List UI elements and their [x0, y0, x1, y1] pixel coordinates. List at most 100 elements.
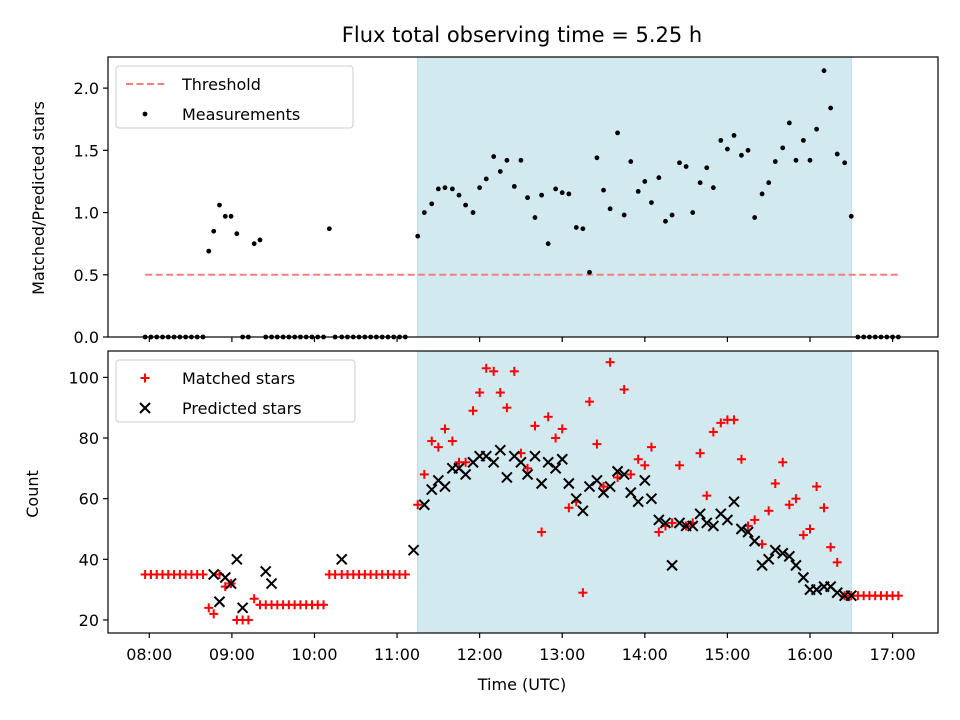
- measurements-point: [573, 225, 579, 230]
- matched-stars-point: [489, 366, 499, 376]
- measurements-point: [621, 212, 627, 218]
- x-stroke-b: [563, 477, 575, 490]
- predicted-stars-point: [777, 547, 789, 559]
- x-stroke-b: [625, 486, 637, 499]
- measurements-point: [814, 126, 819, 132]
- measurements-point: [725, 146, 730, 152]
- matched-stars-point: [716, 418, 726, 428]
- matched-stars-point: [481, 363, 491, 373]
- x-stroke-b: [508, 450, 521, 462]
- x-stroke-b: [762, 553, 775, 566]
- predicted-stars-point: [721, 514, 734, 526]
- x-stroke-b: [459, 468, 472, 481]
- matched-stars-point: [204, 603, 214, 613]
- matched-stars-point: [530, 421, 540, 431]
- x-stroke-b: [529, 450, 541, 462]
- measurements-point: [601, 187, 606, 193]
- x-stroke-b: [208, 568, 220, 581]
- measurements-point: [828, 105, 834, 111]
- x-stroke-b: [707, 520, 720, 532]
- x-stroke-b: [777, 547, 789, 559]
- predicted-stars-point: [790, 559, 802, 572]
- measurements-point: [442, 185, 448, 191]
- matched-stars-point: [249, 594, 259, 604]
- matched-stars-point: [523, 463, 533, 473]
- measurements-point: [251, 241, 257, 247]
- predicted-stars-point: [748, 535, 761, 547]
- x-stroke-b: [769, 544, 782, 556]
- measurements-point: [669, 212, 675, 218]
- predicted-stars-point: [659, 517, 672, 529]
- measurements-point: [539, 192, 544, 198]
- x-axis-label: Time (UTC): [477, 675, 566, 694]
- matched-stars-point: [654, 527, 664, 537]
- x-stroke-b: [632, 495, 644, 508]
- predicted-stars-point: [459, 468, 472, 481]
- x-tick-label: 11:00: [374, 645, 420, 664]
- predicted-stars-point: [845, 589, 857, 602]
- matched-stars-point: [433, 442, 443, 452]
- predicted-stars-point: [487, 456, 500, 468]
- predicted-stars-point: [632, 495, 644, 508]
- x-stroke-b: [831, 586, 843, 599]
- measurements-point: [532, 215, 538, 220]
- x-stroke-b: [336, 553, 348, 566]
- x-stroke-b: [810, 583, 823, 596]
- predicted-stars-point: [529, 450, 541, 462]
- x-stroke-b: [542, 456, 554, 468]
- matched-stars-point: [584, 397, 594, 407]
- predicted-stars-point: [701, 517, 713, 529]
- x-stroke-b: [748, 535, 761, 547]
- predicted-stars-point: [611, 465, 624, 478]
- predicted-stars-point: [494, 444, 506, 456]
- legend-predicted-swatch-b: [139, 402, 151, 414]
- measurements-point: [511, 184, 517, 189]
- measurements-point: [206, 248, 212, 254]
- matched-stars-point: [440, 424, 450, 434]
- x-stroke-b: [591, 474, 603, 487]
- measurements-point: [587, 269, 592, 275]
- matched-stars-point: [633, 454, 643, 464]
- matched-stars-point: [475, 388, 485, 398]
- legend-box: [115, 359, 356, 423]
- measurements-point: [628, 159, 634, 164]
- x-stroke-b: [783, 550, 796, 562]
- x-stroke-b: [735, 523, 748, 535]
- predicted-stars-point: [515, 456, 527, 468]
- matched-stars-point: [791, 494, 801, 504]
- measurements-point: [477, 185, 483, 191]
- predicted-stars-point: [208, 568, 220, 581]
- matched-stars-point: [819, 503, 829, 513]
- x-stroke-b: [549, 462, 562, 475]
- bottom-axes-frame: [107, 350, 939, 634]
- matched-stars-point: [509, 366, 519, 376]
- predicted-stars-point: [231, 553, 243, 566]
- measurements-point: [615, 130, 620, 136]
- predicted-stars-point: [810, 583, 823, 596]
- measurements-point: [553, 186, 559, 192]
- matched-stars-point: [812, 482, 822, 492]
- matched-stars-point: [537, 527, 547, 537]
- top-y-tick-label: 0.5: [74, 266, 99, 285]
- x-stroke-b: [618, 468, 630, 481]
- measurements-point: [421, 210, 427, 215]
- measurements-point: [710, 185, 716, 191]
- predicted-stars-point: [666, 559, 678, 572]
- measurements-point: [518, 157, 524, 163]
- predicted-stars-point: [694, 508, 706, 520]
- measurements-point: [566, 191, 572, 197]
- top-legend: Threshold Measurements: [115, 65, 354, 129]
- legend-entry-label: Predicted stars: [182, 399, 302, 418]
- matched-stars-point: [832, 557, 842, 567]
- top-panel: 0.0 0.5 1.0 1.5 2.0 Threshold Measurements: [74, 56, 939, 347]
- predicted-stars-point: [687, 520, 699, 532]
- matched-stars-point: [764, 506, 774, 516]
- bottom-observing-span: [417, 350, 852, 634]
- bottom-legend: Matched stars Predicted stars: [115, 359, 356, 423]
- predicted-stars-point: [236, 602, 249, 614]
- matched-stars-point: [667, 518, 677, 528]
- matched-stars-point: [619, 385, 629, 395]
- bottom-y-axis-label: Count: [23, 470, 42, 518]
- x-tick-label: 13:00: [539, 645, 585, 664]
